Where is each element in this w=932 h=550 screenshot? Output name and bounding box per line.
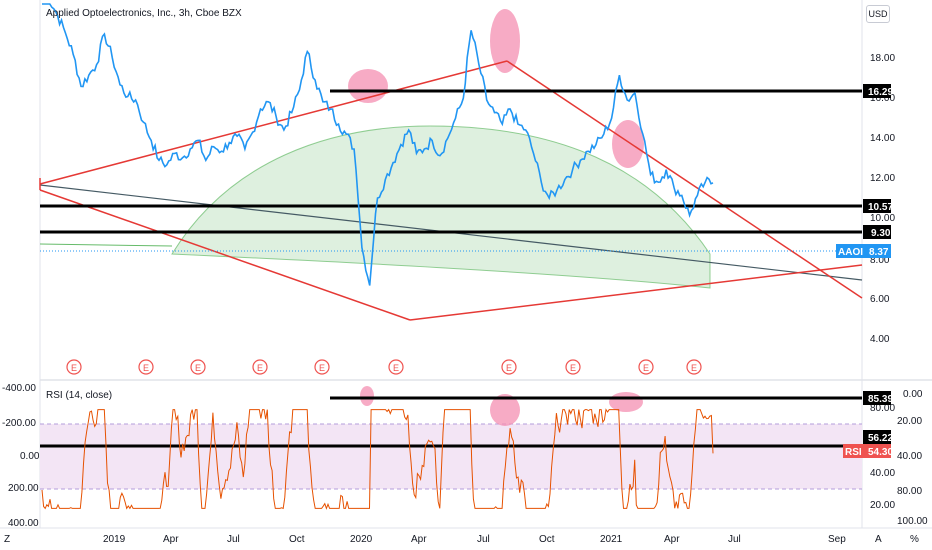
rsi-left-tick: -200.00 — [2, 418, 36, 429]
upper-falling-trendline — [506, 60, 863, 299]
rsi-right-tick: 40.00 — [897, 451, 922, 462]
rsi-right-tick: 40.00 — [870, 468, 895, 479]
price-tick: 12.00 — [870, 173, 895, 184]
earnings-marker[interactable]: E — [501, 359, 517, 375]
rsi-level-label-85-39: 85.39 — [863, 391, 893, 405]
rsi-series-line — [41, 408, 714, 510]
time-tick: Sep — [828, 534, 846, 545]
earnings-marker-label: E — [195, 363, 201, 373]
earnings-marker[interactable]: E — [138, 359, 154, 375]
time-tick: Jul — [728, 534, 741, 545]
rsi-right-tick: 80.00 — [870, 403, 895, 414]
price-tick: 10.00 — [870, 213, 895, 224]
time-tick: 2020 — [350, 534, 373, 545]
earnings-marker-label: E — [319, 363, 325, 373]
trendline-group — [39, 60, 863, 321]
chart-title: Applied Optoelectronics, Inc., 3h, Cboe … — [46, 8, 242, 19]
rsi-left-tick: 200.00 — [8, 483, 39, 494]
rsi-right-axis: 0.00 80.00 20.00 40.00 40.00 80.00 20.00… — [870, 389, 928, 527]
symbol-tag-value: 8.37 — [869, 247, 889, 258]
price-tick: 6.00 — [870, 294, 890, 305]
earnings-marker[interactable]: E — [314, 359, 330, 375]
earnings-marker-label: E — [143, 363, 149, 373]
rsi-left-tick: 400.00 — [8, 518, 39, 529]
time-tick: Oct — [539, 534, 555, 545]
rsi-right-tick: 100.00 — [897, 516, 928, 527]
rsi-tag-name: RSI — [845, 447, 862, 458]
earnings-marker[interactable]: E — [66, 359, 82, 375]
highlight-ellipse — [490, 9, 520, 73]
arc-base-line — [39, 243, 173, 247]
lower-falling-trendline — [39, 189, 411, 321]
time-tick: Jul — [477, 534, 490, 545]
svg-text:10.57: 10.57 — [868, 202, 893, 213]
price-tick: 18.00 — [870, 53, 895, 64]
earnings-marker[interactable]: E — [638, 359, 654, 375]
level-label-10-57: 10.57 — [863, 199, 893, 213]
rsi-left-tick: -400.00 — [2, 383, 36, 394]
symbol-price-tag: AAOI 8.37 — [836, 244, 891, 258]
time-tick: Jul — [227, 534, 240, 545]
time-tick: Apr — [411, 534, 427, 545]
corner-label-left[interactable]: Z — [4, 534, 10, 545]
rsi-value-tag: RSI 54.30 — [843, 444, 893, 458]
earnings-marker[interactable]: E — [565, 359, 581, 375]
rsi-left-axis: -400.00 -200.00 0.00 200.00 400.00 — [2, 383, 40, 529]
price-tick: 4.00 — [870, 334, 890, 345]
time-tick: 2019 — [103, 534, 126, 545]
earnings-marker-label: E — [257, 363, 263, 373]
earnings-marker-label: E — [393, 363, 399, 373]
price-tick: 8.00 — [870, 255, 890, 266]
earnings-marker[interactable]: E — [388, 359, 404, 375]
earnings-marker[interactable]: E — [190, 359, 206, 375]
earnings-marker[interactable]: E — [686, 359, 702, 375]
highlight-ellipse — [612, 120, 644, 168]
currency-button[interactable]: USD — [866, 5, 890, 23]
svg-text:56.22: 56.22 — [868, 433, 893, 444]
earnings-marker-label: E — [71, 363, 77, 373]
highlight-ellipse — [609, 392, 643, 412]
level-label-9-30: 9.30 — [863, 225, 891, 239]
time-tick: Apr — [163, 534, 179, 545]
upper-rising-trendline — [39, 60, 508, 185]
price-axis: 18.00 16.00 14.00 12.00 10.00 8.00 6.00 … — [870, 53, 895, 345]
rsi-left-tick: 0.00 — [20, 451, 40, 462]
earnings-marker-label: E — [570, 363, 576, 373]
price-series-line — [42, 3, 714, 286]
earnings-marker[interactable]: E — [252, 359, 268, 375]
rsi-level-label-56-22: 56.22 — [863, 430, 893, 444]
auto-scale-toggle[interactable]: A — [875, 534, 882, 545]
rsi-band — [40, 424, 862, 489]
earnings-marker-label: E — [643, 363, 649, 373]
svg-text:85.39: 85.39 — [868, 394, 893, 405]
highlight-ellipse — [490, 394, 520, 426]
rsi-right-tick: 0.00 — [903, 389, 923, 400]
price-tick: 16.00 — [870, 93, 895, 104]
svg-text:16.29: 16.29 — [868, 87, 893, 98]
time-tick: 2021 — [600, 534, 623, 545]
time-tick: Apr — [664, 534, 680, 545]
time-tick: Oct — [289, 534, 305, 545]
time-axis: 2019 Apr Jul Oct 2020 Apr Jul Oct 2021 A… — [103, 534, 846, 545]
rsi-pane-title: RSI (14, close) — [46, 390, 112, 401]
earnings-marker-label: E — [506, 363, 512, 373]
rsi-tag-value: 54.30 — [868, 447, 893, 458]
symbol-tag-name: AAOI — [838, 247, 863, 258]
price-tick: 14.00 — [870, 133, 895, 144]
lower-rising-trendline — [409, 264, 863, 321]
rsi-right-tick: 20.00 — [870, 500, 895, 511]
svg-text:9.30: 9.30 — [871, 228, 891, 239]
rsi-right-tick: 20.00 — [897, 416, 922, 427]
percent-scale-toggle[interactable]: % — [910, 534, 919, 545]
level-label-16-29: 16.29 — [863, 84, 893, 98]
earnings-marker-label: E — [691, 363, 697, 373]
highlight-ellipse — [360, 386, 374, 406]
rsi-right-tick: 80.00 — [897, 486, 922, 497]
